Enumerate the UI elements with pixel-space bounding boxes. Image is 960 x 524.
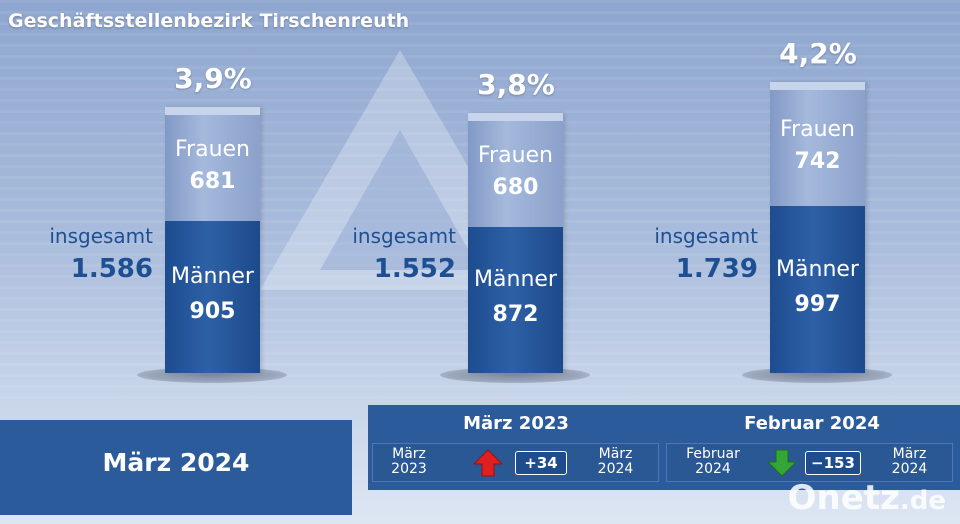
comparison-box-1: März 2023 +34 März 2024	[372, 443, 659, 482]
column-bar: Frauen 680 Männer 872	[468, 113, 563, 373]
comparison-title-2: Februar 2024	[744, 413, 880, 434]
delta-badge-1: +34	[515, 451, 567, 475]
column-bar: Frauen 742 Männer 997	[770, 82, 865, 373]
column-top	[165, 107, 260, 115]
maenner-label: Männer	[474, 267, 557, 292]
frauen-value: 681	[189, 169, 236, 194]
maenner-value: 997	[794, 291, 841, 317]
watermark-logo: Onetz.de	[787, 478, 946, 518]
from-month-2: Februar	[686, 446, 740, 462]
percent-label: 3,8%	[477, 68, 555, 101]
frauen-segment: Frauen 681	[165, 107, 260, 221]
arrow-up-icon	[473, 449, 503, 477]
delta-badge-2: −153	[805, 451, 861, 475]
chart-title: Geschäftsstellenbezirk Tirschenreuth	[8, 10, 410, 32]
maenner-value: 905	[189, 299, 236, 324]
maenner-segment: Männer 872	[468, 227, 563, 373]
to-month-2: März	[892, 446, 927, 462]
percent-label: 3,9%	[174, 62, 252, 95]
comparison-title-1: März 2023	[463, 413, 569, 434]
column-top	[770, 82, 865, 90]
frauen-value: 680	[492, 175, 539, 200]
current-month-label: März 2024	[102, 448, 250, 477]
total-label: insgesamt	[352, 224, 456, 248]
arrow-down-icon	[767, 449, 797, 477]
total-value: 1.739	[675, 254, 758, 284]
comparison-box-2: Februar 2024 −153 März 2024	[666, 443, 953, 482]
total-value: 1.586	[70, 254, 153, 284]
frauen-label: Frauen	[779, 117, 855, 142]
total-label: insgesamt	[654, 224, 758, 248]
column-bar: Frauen 681 Männer 905	[165, 107, 260, 373]
column-top	[468, 113, 563, 121]
maenner-label: Männer	[776, 256, 859, 282]
frauen-segment: Frauen 742	[770, 82, 865, 206]
percent-label: 4,2%	[779, 37, 857, 70]
frauen-label: Frauen	[477, 143, 553, 168]
to-year-1: 2024	[597, 461, 634, 477]
total-label: insgesamt	[49, 224, 153, 248]
total-value: 1.552	[373, 254, 456, 284]
from-year-1: 2023	[391, 461, 427, 477]
frauen-segment: Frauen 680	[468, 113, 563, 227]
current-month-band	[0, 420, 352, 515]
from-month-1: März	[392, 446, 426, 462]
maenner-label: Männer	[171, 264, 254, 289]
comparison-panel: März 2023 Februar 2024 März 2023 +34 Mär…	[368, 405, 960, 490]
maenner-segment: Männer 997	[770, 206, 865, 373]
maenner-value: 872	[492, 302, 539, 327]
frauen-value: 742	[794, 149, 841, 174]
to-year-2: 2024	[891, 461, 928, 477]
to-month-1: März	[598, 446, 633, 462]
maenner-segment: Männer 905	[165, 221, 260, 373]
frauen-label: Frauen	[174, 137, 250, 162]
from-year-2: 2024	[695, 461, 731, 477]
